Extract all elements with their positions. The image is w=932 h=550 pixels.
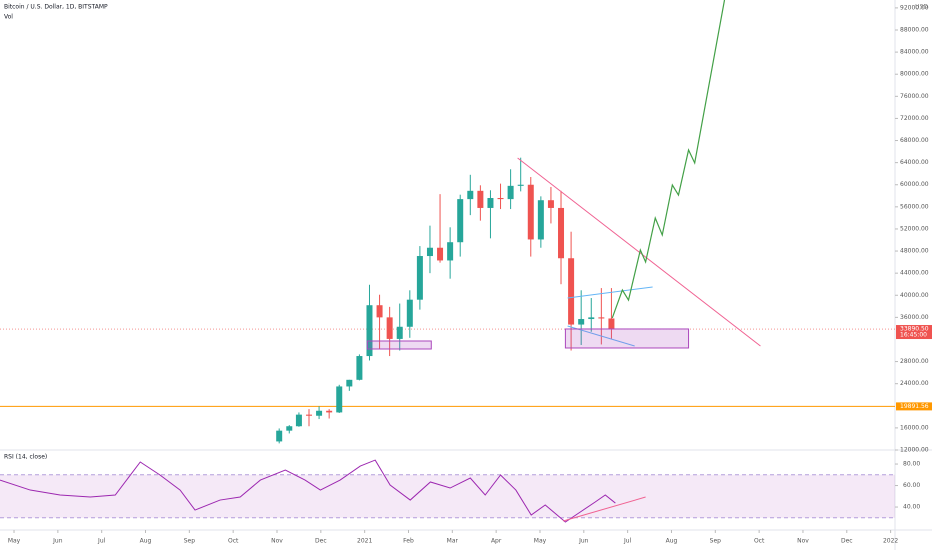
x-tick-label: Jul xyxy=(623,538,632,545)
axes: 92000.00 88000.00 84000.00 80000.00 76000.00… xyxy=(8,4,932,545)
rsi-y-tick-label: 40.00 xyxy=(903,504,920,511)
x-tick-label: Nov xyxy=(271,538,283,545)
candle-body xyxy=(517,184,524,186)
x-tick-label: Sep xyxy=(184,538,196,545)
candle-body xyxy=(366,305,373,357)
rsi-line xyxy=(0,459,616,523)
projection-path xyxy=(611,0,726,319)
trend-line xyxy=(563,496,646,522)
x-tick-label: Nov xyxy=(797,538,809,545)
x-tick-label: Jun xyxy=(52,538,63,545)
candle-body xyxy=(286,426,293,431)
y-tick-label: 52000.00 xyxy=(900,225,929,232)
price-pane xyxy=(0,0,895,444)
candle-body xyxy=(305,414,312,416)
y-tick-label: 80000.00 xyxy=(900,71,929,78)
price-tag-label: 33890.50 xyxy=(900,326,929,333)
y-tick-label: 24000.00 xyxy=(900,380,929,387)
price-tag xyxy=(896,402,932,411)
candle-body xyxy=(295,414,302,427)
x-tick-label: Aug xyxy=(666,538,678,545)
y-tick-label: 92000.00 xyxy=(900,4,929,11)
candle-body xyxy=(507,185,514,200)
candle-body xyxy=(316,410,323,416)
x-tick-label: 2022 xyxy=(883,538,898,545)
rsi-pane xyxy=(0,459,895,523)
y-tick-label: 60000.00 xyxy=(900,181,929,188)
candle-body xyxy=(336,386,343,413)
candle-body xyxy=(276,430,283,442)
range-box xyxy=(366,340,432,350)
candle-body xyxy=(326,410,333,413)
currency: USD xyxy=(915,4,928,11)
y-tick-label: 68000.00 xyxy=(900,137,929,144)
x-tick-label: Apr xyxy=(491,538,502,545)
candle-body xyxy=(477,190,484,208)
y-tick-label: 12000.00 xyxy=(900,447,929,454)
x-tick-label: Sep xyxy=(710,538,722,545)
rsi-y-tick-label: 80.00 xyxy=(903,461,920,468)
y-tick-label: 36000.00 xyxy=(900,314,929,321)
candle-body xyxy=(467,190,474,200)
candle-body xyxy=(578,319,585,325)
x-tick-label: Aug xyxy=(140,538,152,545)
volume-label: Vol xyxy=(4,14,13,21)
candle-body xyxy=(396,326,403,339)
candle-body xyxy=(426,247,433,257)
candle-body xyxy=(537,200,544,240)
candle-body xyxy=(558,207,565,259)
x-tick-label: 2021 xyxy=(357,538,372,545)
x-tick-label: Dec xyxy=(841,538,853,545)
candle-body xyxy=(356,356,363,380)
x-tick-label: Dec xyxy=(315,538,327,545)
candle-body xyxy=(406,299,413,327)
y-tick-label: 44000.00 xyxy=(900,270,929,277)
candle-body xyxy=(568,258,575,325)
x-tick-label: Mar xyxy=(447,538,459,545)
x-tick-label: Jul xyxy=(97,538,106,545)
y-tick-label: 48000.00 xyxy=(900,248,929,255)
x-tick-label: Feb xyxy=(403,538,414,545)
trend-line xyxy=(517,157,761,347)
candle-body xyxy=(527,184,534,240)
chart-title: Bitcoin / U.S. Dollar, 1D, BITSTAMP xyxy=(4,4,108,11)
trend-line xyxy=(567,286,653,299)
rsi-band xyxy=(0,474,895,518)
candle-body xyxy=(598,317,605,319)
y-tick-label: 40000.00 xyxy=(900,292,929,299)
candle-body xyxy=(547,200,554,208)
candle-body xyxy=(416,256,423,300)
y-tick-label: 16000.00 xyxy=(900,424,929,431)
price-tag-label: 19891.56 xyxy=(900,403,929,410)
rsi-y-tick-label: 60.00 xyxy=(903,482,920,489)
countdown: 16:45:00 xyxy=(900,332,927,339)
x-tick-label: Oct xyxy=(754,538,765,545)
candle-body xyxy=(346,379,353,387)
x-tick-label: Jun xyxy=(578,538,589,545)
candle-body xyxy=(487,198,494,208)
range-box xyxy=(564,328,690,349)
candle-body xyxy=(386,317,393,339)
x-tick-label: May xyxy=(534,538,547,545)
y-tick-label: 76000.00 xyxy=(900,93,929,100)
y-tick-label: 64000.00 xyxy=(900,159,929,166)
y-tick-label: 28000.00 xyxy=(900,358,929,365)
y-tick-label: 56000.00 xyxy=(900,203,929,210)
candle-body xyxy=(608,318,615,330)
x-tick-label: Oct xyxy=(228,538,239,545)
candle-body xyxy=(497,198,504,200)
y-tick-label: 88000.00 xyxy=(900,27,929,34)
candle-body xyxy=(588,317,595,320)
candle-body xyxy=(376,305,383,318)
x-tick-label: May xyxy=(8,538,21,545)
candle-body xyxy=(457,199,464,243)
candle-body xyxy=(437,247,444,261)
rsi-title: RSI (14, close) xyxy=(4,454,47,461)
price-tag xyxy=(896,325,932,340)
y-tick-label: 72000.00 xyxy=(900,115,929,122)
candle-body xyxy=(447,242,454,261)
y-tick-label: 84000.00 xyxy=(900,49,929,56)
